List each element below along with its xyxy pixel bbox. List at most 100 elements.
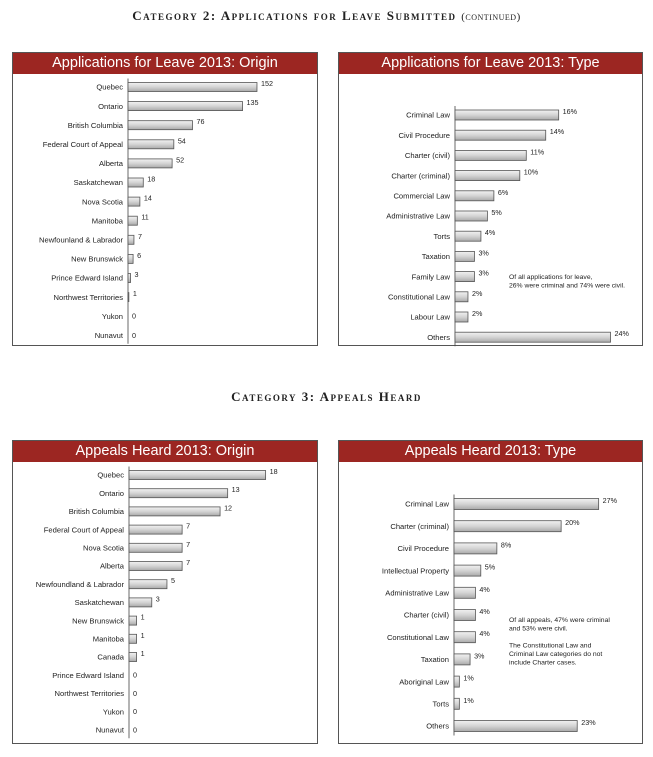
chart-note: Criminal Law categories do not — [509, 651, 602, 658]
value-label: 5% — [491, 208, 502, 217]
category-label: Commercial Law — [393, 192, 450, 201]
category-3-heading: Category 3: Appeals Heard — [0, 389, 653, 405]
value-label: 7 — [186, 558, 190, 567]
category-label: Newfoundland & Labrador — [36, 580, 125, 589]
value-label: 0 — [133, 689, 137, 698]
chart-note: 26% were criminal and 74% were civil. — [509, 283, 625, 290]
category-label: British Columbia — [68, 121, 124, 130]
value-label: 7 — [186, 522, 190, 531]
bar — [454, 331, 611, 343]
category-label: Nunavut — [95, 331, 124, 340]
category-label: Prince Edward Island — [51, 274, 123, 283]
chart-note: include Charter cases. — [509, 660, 577, 667]
category-label: British Columbia — [69, 507, 125, 516]
appeals-type-chart: Criminal Law 27% Charter (criminal) 20% Civi… — [382, 494, 618, 736]
category-label: Criminal Law — [405, 500, 449, 509]
category-label: Saskatchewan — [74, 178, 123, 187]
bar — [454, 170, 521, 181]
value-label: 0 — [133, 671, 137, 680]
value-label: 0 — [132, 312, 136, 321]
bar — [454, 150, 527, 161]
value-label: 1 — [141, 613, 145, 622]
leave-type-chart: Criminal Law 16% Civil Procedure 14% Charter… — [386, 106, 630, 347]
category-label: Nova Scotia — [82, 197, 124, 206]
category-2-heading: Category 2: Applications for Leave Submi… — [0, 8, 653, 24]
bar — [128, 524, 183, 535]
chart-note: and 53% were civil. — [509, 626, 568, 633]
bar — [128, 506, 221, 517]
category-label: Constitutional Law — [388, 293, 451, 302]
category-label: Ontario — [99, 489, 124, 498]
category-label: Yukon — [102, 312, 123, 321]
bar — [453, 631, 476, 644]
bar — [453, 720, 578, 732]
value-label: 5 — [171, 576, 175, 585]
category-label: Intellectual Property — [382, 566, 449, 575]
value-label: 1 — [141, 631, 145, 640]
category-label: Charter (criminal) — [391, 171, 450, 180]
bar — [454, 271, 475, 283]
category-3-heading-text: Category 3: Appeals Heard — [231, 389, 422, 404]
category-label: Charter (civil) — [404, 611, 450, 620]
value-label: 4% — [479, 607, 490, 616]
value-label: 20% — [565, 518, 580, 527]
value-label: 24% — [615, 329, 630, 338]
leave-type-title: Applications for Leave 2013: Type — [339, 53, 642, 74]
appeals-origin-panel: Appeals Heard 2013: Origin Quebec 18 Ontar… — [12, 440, 318, 744]
value-label: 12 — [224, 503, 232, 512]
value-label: 4% — [479, 585, 490, 594]
value-label: 1 — [133, 289, 137, 298]
bar — [128, 597, 153, 608]
category-label: Federal Court of Appeal — [43, 140, 124, 149]
value-label: 3 — [135, 270, 139, 279]
bar — [127, 82, 258, 92]
bar — [127, 273, 131, 283]
category-label: Constitutional Law — [387, 633, 450, 642]
value-label: 52 — [176, 155, 184, 164]
category-label: Quebec — [97, 471, 124, 480]
bar — [454, 210, 488, 222]
value-label: 3% — [478, 269, 489, 278]
value-label: 6 — [137, 251, 141, 260]
category-label: Nunavut — [96, 726, 125, 735]
leave-origin-panel: Applications for Leave 2013: Origin Queb… — [12, 52, 318, 346]
category-label: Taxation — [422, 252, 450, 261]
value-label: 14 — [144, 194, 152, 203]
value-label: 76 — [196, 117, 204, 126]
bar — [453, 586, 476, 599]
bar — [453, 609, 476, 621]
bar — [453, 653, 471, 666]
category-label: Administrative Law — [385, 589, 449, 598]
value-label: 0 — [133, 707, 137, 716]
category-label: Nova Scotia — [83, 544, 125, 553]
category-label: Administrative Law — [386, 212, 450, 221]
value-label: 7 — [138, 232, 142, 241]
appeals-type-title: Appeals Heard 2013: Type — [339, 441, 642, 462]
value-label: 18 — [147, 175, 155, 184]
value-label: 27% — [603, 496, 618, 505]
bar — [453, 542, 498, 555]
category-label: Civil Procedure — [398, 544, 450, 553]
bar — [127, 158, 173, 169]
category-label: Saskatchewan — [75, 598, 124, 607]
bar — [454, 291, 469, 303]
category-label: Alberta — [99, 159, 124, 168]
category-label: Alberta — [100, 562, 125, 571]
bar — [453, 675, 460, 688]
category-label: Civil Procedure — [399, 131, 451, 140]
bar — [453, 520, 562, 533]
value-label: 13 — [232, 485, 240, 494]
category-label: Quebec — [96, 83, 123, 92]
bar — [454, 311, 469, 323]
bar — [128, 470, 267, 480]
bar — [454, 109, 560, 121]
chart-note: Of all applications for leave, — [509, 274, 593, 281]
bar — [127, 215, 138, 226]
category-label: Family Law — [412, 272, 451, 281]
value-label: 4% — [485, 228, 496, 237]
category-label: New Brunswick — [71, 255, 123, 264]
leave-type-panel: Applications for Leave 2013: Type Crimin… — [338, 52, 643, 347]
category-label: Manitoba — [92, 216, 124, 225]
